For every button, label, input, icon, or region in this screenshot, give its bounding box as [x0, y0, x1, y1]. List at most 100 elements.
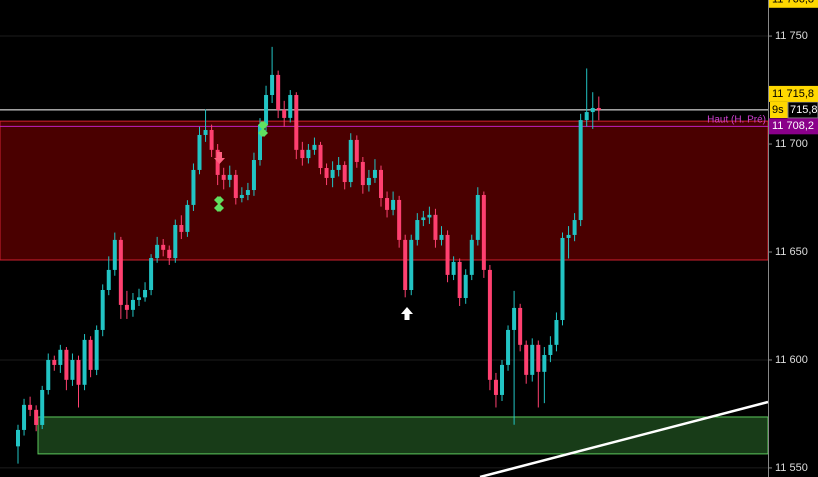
candle-body: [524, 344, 529, 375]
candle-body: [149, 258, 154, 291]
candle-body: [197, 134, 202, 170]
candle-body: [209, 129, 214, 150]
candle-body: [481, 194, 486, 270]
candle-body: [28, 404, 33, 410]
price-label-box: [769, 85, 818, 102]
candle-body: [475, 194, 480, 240]
candle-body: [264, 95, 269, 126]
candle-body: [385, 198, 390, 210]
candle-body: [397, 199, 402, 240]
candle-body: [324, 167, 329, 178]
zone: [37, 416, 769, 455]
candle-body: [70, 359, 75, 380]
candle-body: [94, 329, 99, 370]
price-label: 11 708,2: [772, 120, 814, 132]
candle-body: [167, 249, 172, 259]
candle-body: [161, 244, 166, 250]
candle-body: [155, 244, 160, 259]
price-label: 11 715,8: [772, 88, 814, 100]
candle-body: [312, 144, 317, 150]
candle-body: [433, 214, 438, 240]
candle-body: [258, 125, 262, 161]
countdown-price-box: [787, 101, 818, 119]
candle-body: [276, 74, 281, 110]
candle-body: [457, 261, 462, 298]
plot-area: [0, 35, 772, 469]
candle-body: [288, 95, 293, 118]
candle-body: [590, 107, 595, 113]
candle-body: [251, 160, 256, 191]
sell-arrow: [214, 152, 225, 164]
y-tick-label: 11 650: [775, 246, 808, 258]
trend-line: [479, 400, 769, 477]
candle-body: [76, 359, 81, 385]
candle-body: [282, 109, 287, 118]
candle-body: [40, 389, 45, 425]
price-label-box: [769, 118, 818, 135]
candle-body: [215, 149, 220, 175]
candle-body: [403, 239, 408, 291]
candle-body: [227, 174, 232, 180]
candle-body: [445, 234, 450, 275]
countdown: 9s: [772, 104, 784, 116]
candle-body: [427, 214, 432, 218]
candle-body: [46, 359, 51, 390]
candle-body: [542, 354, 547, 372]
candle-body: [34, 409, 39, 425]
candle-body: [185, 204, 190, 232]
candle-body: [572, 220, 577, 235]
candle-body: [143, 290, 148, 298]
candle-body: [342, 164, 347, 183]
price-label-box: [769, 0, 818, 8]
candle-body: [409, 239, 414, 291]
candle-body: [137, 297, 141, 300]
zone: [0, 120, 769, 261]
cross-marker: [214, 196, 224, 212]
candle-body: [421, 217, 426, 221]
candle-body: [596, 107, 601, 110]
candle-body: [118, 239, 123, 305]
candle-body: [203, 129, 208, 135]
candle-body: [294, 95, 299, 150]
y-tick-label: 11 700: [775, 138, 808, 150]
candle-body: [487, 269, 492, 380]
candle-body: [348, 139, 353, 183]
y-tick-label: 11 750: [775, 30, 808, 42]
candle-body: [88, 339, 93, 370]
candle-body: [566, 234, 571, 238]
candle-body: [360, 161, 365, 186]
candle-body: [554, 320, 559, 345]
candle-body: [548, 344, 553, 355]
candle-body: [584, 112, 589, 121]
candle-body: [106, 269, 111, 291]
candle-body: [239, 194, 244, 199]
buy-arrow: [401, 307, 413, 320]
candle-body: [560, 237, 565, 321]
candle-body: [191, 169, 196, 205]
y-tick-label: 11 600: [775, 354, 808, 366]
candle-body: [300, 149, 305, 159]
candle-body: [578, 120, 583, 221]
countdown-box: [770, 102, 788, 118]
candle-body: [64, 349, 69, 380]
candle-body: [439, 234, 444, 240]
candle-body: [366, 177, 371, 186]
candle-body: [173, 225, 178, 259]
candle-body: [530, 344, 535, 375]
candle-body: [330, 169, 335, 178]
level-label: Haut (H. Pré): [707, 115, 766, 126]
candle-body: [506, 329, 511, 365]
candle-body: [469, 239, 474, 275]
candle-body: [270, 74, 275, 96]
candle-body: [451, 261, 456, 275]
candle-body: [124, 304, 129, 310]
candle-body: [336, 164, 341, 170]
candle-body: [318, 144, 323, 168]
price-label: 11 766,8: [772, 0, 814, 6]
candle-body: [391, 199, 396, 210]
candle-body: [16, 429, 20, 447]
candle-body: [100, 290, 105, 330]
candle-body: [112, 239, 117, 270]
candle-body: [22, 404, 27, 430]
